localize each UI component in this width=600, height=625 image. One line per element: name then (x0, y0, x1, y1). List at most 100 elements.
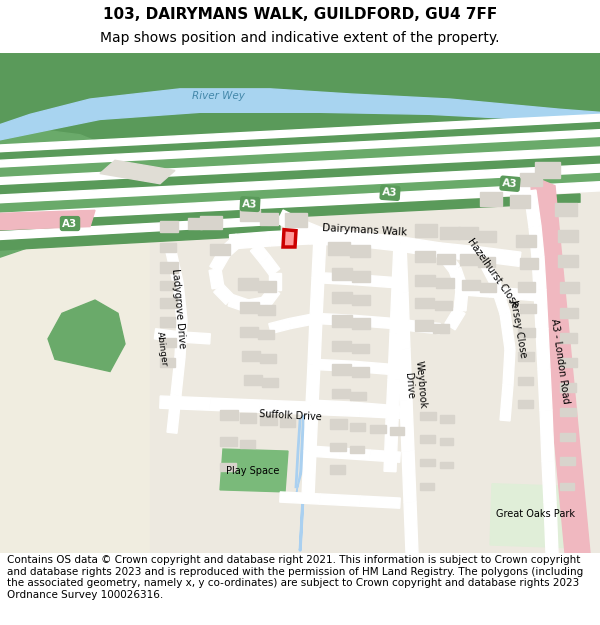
FancyBboxPatch shape (332, 389, 350, 398)
Polygon shape (536, 328, 550, 370)
Text: Map shows position and indicative extent of the property.: Map shows position and indicative extent… (100, 31, 500, 45)
Polygon shape (175, 320, 187, 357)
FancyBboxPatch shape (350, 392, 366, 400)
FancyBboxPatch shape (220, 463, 236, 471)
Polygon shape (310, 402, 360, 416)
Polygon shape (308, 318, 322, 364)
FancyBboxPatch shape (458, 227, 478, 239)
FancyBboxPatch shape (415, 224, 437, 237)
FancyBboxPatch shape (238, 278, 258, 290)
FancyBboxPatch shape (518, 352, 534, 361)
Text: Jersey Close: Jersey Close (509, 299, 529, 359)
Polygon shape (500, 312, 515, 350)
Polygon shape (313, 359, 354, 371)
FancyBboxPatch shape (220, 410, 238, 421)
Polygon shape (48, 300, 125, 371)
Polygon shape (283, 229, 296, 247)
FancyBboxPatch shape (258, 305, 275, 316)
Polygon shape (154, 329, 179, 342)
Polygon shape (320, 494, 360, 506)
FancyBboxPatch shape (560, 382, 576, 392)
FancyBboxPatch shape (440, 462, 453, 468)
FancyBboxPatch shape (520, 304, 536, 313)
Polygon shape (340, 448, 370, 460)
Polygon shape (312, 400, 352, 412)
Polygon shape (310, 446, 340, 458)
Polygon shape (0, 160, 70, 196)
Polygon shape (490, 281, 510, 315)
Polygon shape (540, 410, 554, 461)
Polygon shape (461, 285, 490, 297)
FancyBboxPatch shape (560, 408, 576, 416)
Polygon shape (352, 402, 391, 416)
Polygon shape (0, 210, 95, 229)
FancyBboxPatch shape (242, 351, 260, 361)
FancyBboxPatch shape (560, 358, 577, 367)
Text: Play Space: Play Space (226, 466, 280, 476)
Polygon shape (355, 316, 394, 329)
FancyBboxPatch shape (260, 416, 277, 424)
Polygon shape (490, 484, 582, 548)
FancyBboxPatch shape (480, 282, 496, 292)
Polygon shape (0, 147, 600, 186)
Polygon shape (404, 502, 418, 553)
Polygon shape (0, 216, 280, 241)
FancyBboxPatch shape (560, 332, 577, 343)
Text: A3: A3 (502, 178, 518, 189)
Polygon shape (302, 451, 316, 498)
Polygon shape (220, 449, 288, 492)
Polygon shape (392, 244, 406, 288)
FancyBboxPatch shape (260, 354, 276, 363)
Polygon shape (360, 404, 400, 418)
Polygon shape (269, 272, 281, 290)
Polygon shape (171, 357, 185, 396)
Text: Hazelhurst Close: Hazelhurst Close (466, 236, 521, 309)
Polygon shape (229, 232, 271, 249)
Polygon shape (479, 247, 521, 266)
Polygon shape (210, 249, 230, 272)
FancyBboxPatch shape (330, 466, 345, 474)
Polygon shape (530, 176, 590, 553)
FancyBboxPatch shape (160, 221, 178, 232)
Polygon shape (310, 278, 324, 319)
FancyBboxPatch shape (332, 268, 352, 279)
Polygon shape (353, 361, 392, 374)
FancyBboxPatch shape (420, 412, 436, 421)
FancyBboxPatch shape (420, 459, 435, 466)
FancyBboxPatch shape (516, 235, 536, 247)
Polygon shape (0, 138, 600, 178)
Polygon shape (214, 284, 234, 304)
Text: A3: A3 (382, 188, 398, 199)
FancyBboxPatch shape (160, 338, 176, 347)
FancyBboxPatch shape (210, 244, 230, 255)
Polygon shape (396, 292, 410, 349)
FancyBboxPatch shape (200, 216, 222, 229)
Polygon shape (386, 379, 400, 421)
Text: A3 - London Road: A3 - London Road (549, 318, 571, 404)
Polygon shape (534, 289, 548, 329)
Polygon shape (260, 400, 310, 414)
FancyBboxPatch shape (478, 258, 495, 268)
Polygon shape (173, 282, 187, 321)
Polygon shape (0, 89, 600, 140)
FancyBboxPatch shape (415, 274, 435, 286)
FancyBboxPatch shape (560, 458, 575, 466)
Polygon shape (178, 332, 211, 344)
FancyBboxPatch shape (160, 358, 175, 367)
Polygon shape (269, 319, 291, 334)
Polygon shape (370, 450, 400, 462)
Text: Contains OS data © Crown copyright and database right 2021. This information is : Contains OS data © Crown copyright and d… (7, 555, 583, 600)
Polygon shape (544, 502, 558, 553)
Polygon shape (454, 289, 468, 311)
FancyBboxPatch shape (350, 245, 370, 258)
FancyBboxPatch shape (415, 321, 433, 331)
FancyBboxPatch shape (436, 278, 454, 288)
Polygon shape (398, 349, 412, 400)
Polygon shape (399, 237, 441, 257)
Polygon shape (165, 246, 183, 284)
FancyBboxPatch shape (440, 227, 460, 239)
FancyBboxPatch shape (518, 400, 533, 408)
FancyBboxPatch shape (560, 282, 579, 293)
Polygon shape (312, 236, 326, 278)
FancyBboxPatch shape (535, 162, 560, 177)
